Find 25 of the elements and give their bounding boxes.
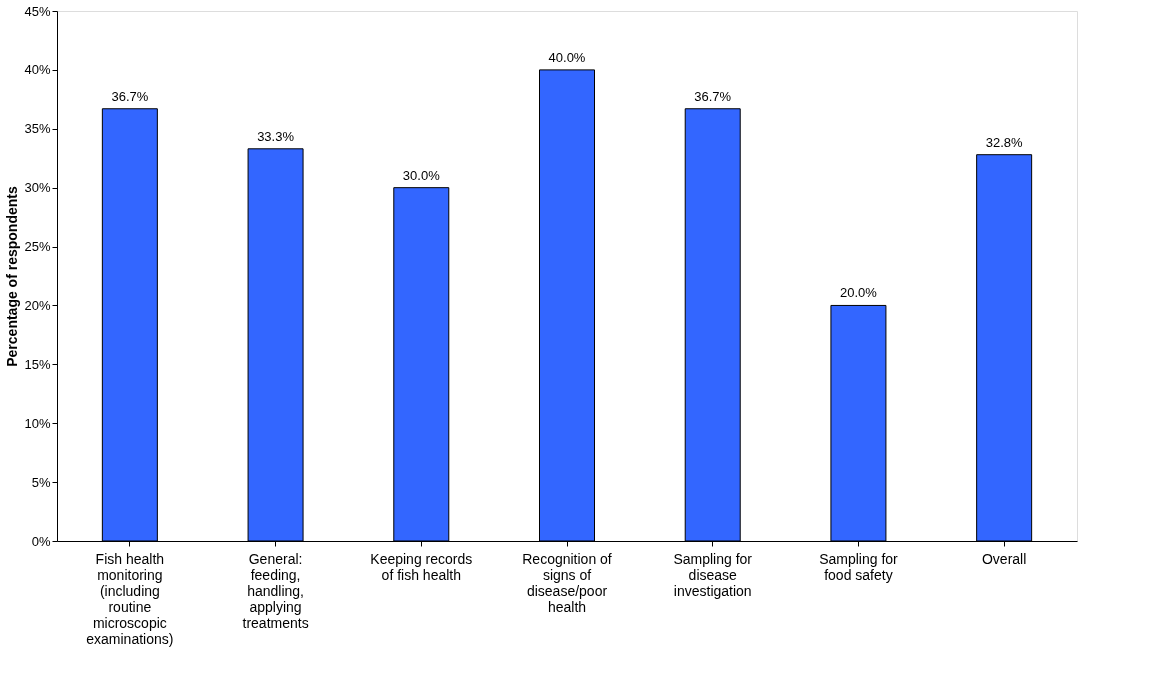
y-tick-label: 45%	[24, 3, 51, 19]
data-label: 20.0%	[839, 285, 878, 301]
y-tick-label: 10%	[24, 415, 51, 431]
data-label: 40.0%	[548, 49, 586, 65]
y-tick-label: 35%	[24, 121, 51, 137]
y-tick-label: 30%	[24, 180, 51, 196]
x-tick-label: Sampling for disease investigation	[673, 550, 753, 599]
x-tick-label: Fish health monitoring (including routine microscopic examinations)	[86, 550, 174, 647]
data-label: 36.7%	[694, 88, 732, 104]
x-tick-label: Overall	[981, 550, 1027, 567]
y-tick-label: 0%	[31, 533, 51, 549]
y-tick-label: 20%	[24, 297, 51, 313]
data-label: 33.3%	[257, 128, 295, 144]
y-tick-label: 5%	[31, 474, 51, 490]
x-tick-label: Keeping records of fish health	[370, 550, 473, 583]
y-tick-label: 15%	[24, 356, 51, 372]
x-tick-label: General: feeding, handling, applying treatments	[242, 550, 309, 631]
data-label: 30.0%	[402, 167, 441, 183]
y-axis-title: Percentage of respondents	[4, 186, 21, 367]
x-tick-label: Sampling for food safety	[819, 550, 899, 583]
data-label: 36.7%	[111, 88, 149, 104]
x-tick-label: Recognition of signs of disease/poor health	[522, 550, 612, 615]
y-tick-label: 40%	[24, 62, 51, 78]
data-label: 32.8%	[985, 134, 1024, 150]
y-tick-label: 25%	[24, 239, 51, 255]
